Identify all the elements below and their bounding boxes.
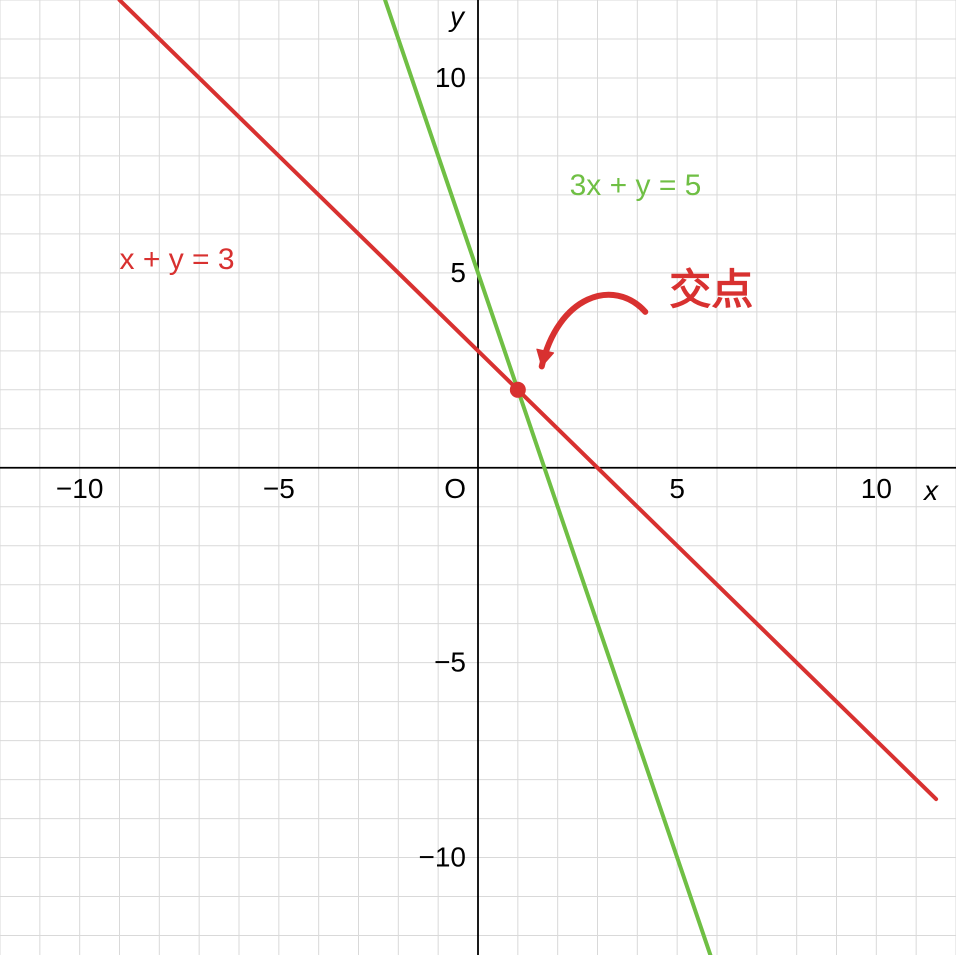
x-tick-label: 10: [861, 473, 892, 504]
y-tick-label: −5: [434, 647, 466, 678]
x-tick-label: −10: [56, 473, 104, 504]
intersection-point: [510, 382, 526, 398]
coordinate-graph: −10 −5 5 10 −10 −5 5 10 x y Ox + y = 3 3x + y = 5 交点: [0, 0, 956, 955]
y-axis-label: y: [448, 1, 466, 32]
y-tick-label: 10: [435, 62, 466, 93]
x-tick-label: −5: [263, 473, 295, 504]
equation-label: 3x + y = 5: [570, 169, 702, 202]
y-tick-label: 5: [450, 257, 466, 288]
y-tick-label: −10: [419, 842, 467, 873]
origin-label: O: [444, 473, 466, 504]
x-axis-label: x: [922, 475, 939, 506]
x-tick-label: 5: [669, 473, 685, 504]
intersection-label: 交点: [669, 267, 753, 314]
equation-label: x + y = 3: [120, 243, 235, 276]
